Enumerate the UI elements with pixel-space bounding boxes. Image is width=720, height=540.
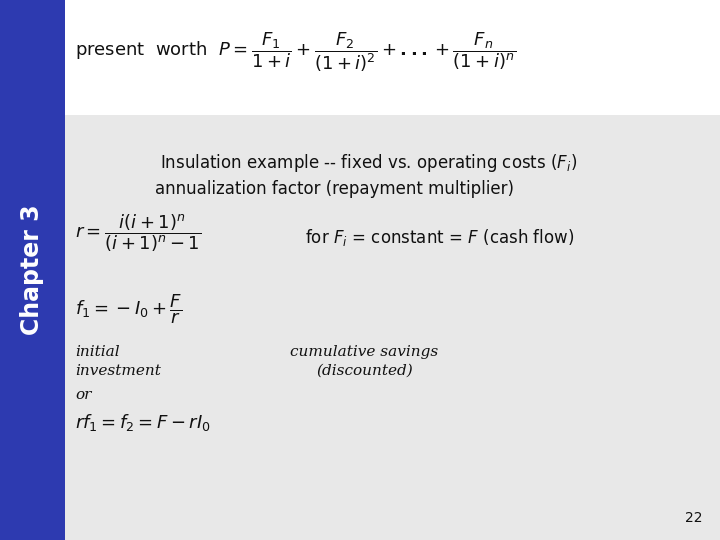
Text: investment: investment: [75, 364, 161, 378]
Bar: [0, 0, 65, 540]
Text: Chapter 3: Chapter 3: [20, 205, 45, 335]
Text: 22: 22: [685, 511, 703, 525]
Text: Insulation example -- fixed vs. operating costs ($F_i$): Insulation example -- fixed vs. operatin…: [160, 152, 577, 174]
Text: $f_1 = -I_0 + \dfrac{F}{r}$: $f_1 = -I_0 + \dfrac{F}{r}$: [75, 292, 183, 326]
Bar: [65, 0, 720, 115]
Text: or: or: [75, 388, 91, 402]
Text: initial: initial: [75, 345, 120, 359]
Text: $r = \dfrac{i(i+1)^n}{(i+1)^n - 1}$: $r = \dfrac{i(i+1)^n}{(i+1)^n - 1}$: [75, 212, 202, 254]
Text: annualization factor (repayment multiplier): annualization factor (repayment multipli…: [155, 180, 514, 198]
Text: present  worth  $P = \dfrac{F_1}{1+i} + \dfrac{F_2}{(1+i)^2} + \mathbf{...} + \d: present worth $P = \dfrac{F_1}{1+i} + \d…: [75, 30, 516, 74]
Text: $rf_1 = f_2 = F - rI_0$: $rf_1 = f_2 = F - rI_0$: [75, 412, 211, 433]
Text: (discounted): (discounted): [316, 364, 413, 378]
Text: cumulative savings: cumulative savings: [290, 345, 438, 359]
Text: for $F_i$ = constant = $F$ (cash flow): for $F_i$ = constant = $F$ (cash flow): [305, 227, 574, 248]
